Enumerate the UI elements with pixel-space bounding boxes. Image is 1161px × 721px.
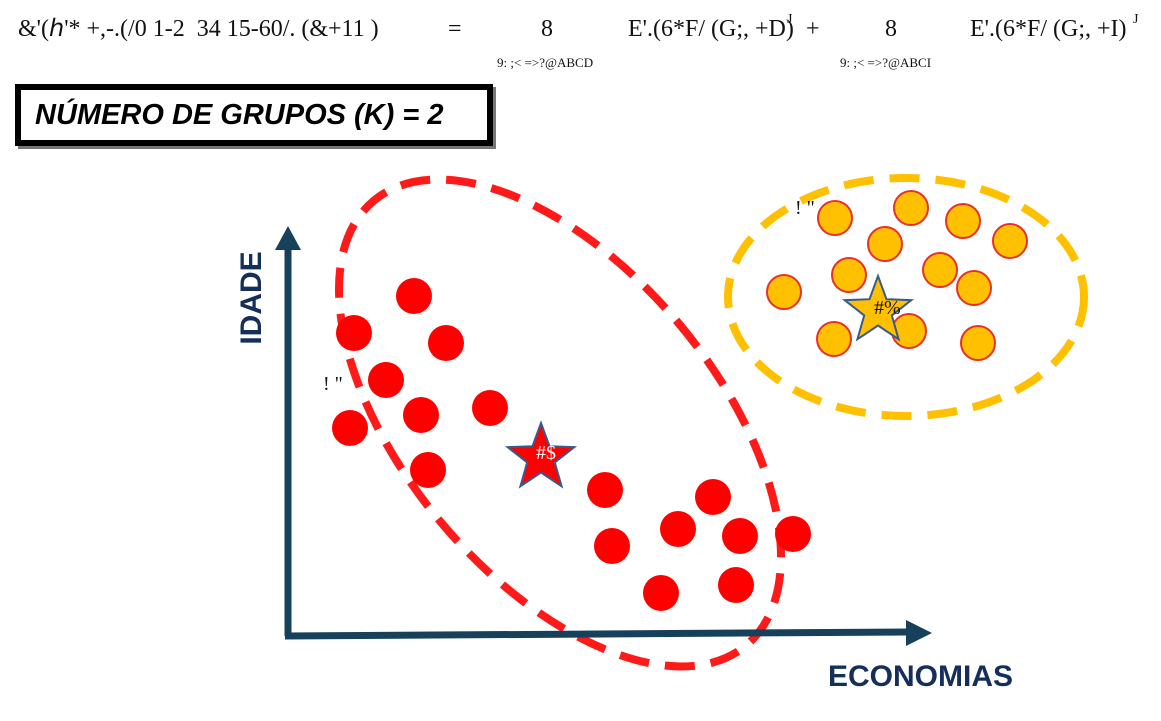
red-point: [695, 479, 731, 515]
yellow-point: [766, 274, 802, 310]
red-point: [336, 315, 372, 351]
yellow-data-points: [766, 190, 1028, 361]
formula-term-2: E'.(6*F/ (G;, +I): [970, 16, 1127, 42]
formula-subscript-1: 9: ;< =>?@ABCD: [497, 55, 594, 70]
formula-sup-2: J: [1133, 12, 1139, 27]
cluster-count-box: NÚMERO DE GRUPOS (K) = 2: [15, 84, 493, 146]
red-point: [332, 410, 368, 446]
red-cluster-boundary: [334, 175, 786, 671]
formula-sum-symbol-2: 8: [885, 16, 897, 42]
x-axis-line: [284, 628, 909, 640]
formula-sum-symbol-1: 8: [541, 16, 553, 42]
formula-sup-1: J: [787, 12, 793, 27]
cluster-count-title: NÚMERO DE GRUPOS (K) = 2: [35, 98, 444, 131]
yellow-point: [960, 325, 996, 361]
red-point: [410, 452, 446, 488]
red-point: [472, 390, 508, 426]
yellow-point: [831, 257, 867, 293]
yellow-point: [945, 203, 981, 239]
yellow-point: [956, 270, 992, 306]
yellow-cluster-boundary: [724, 174, 1088, 420]
red-point: [368, 362, 404, 398]
formula-equals: =: [448, 16, 462, 42]
red-point-label: ! ": [323, 373, 343, 395]
red-point: [587, 472, 623, 508]
red-point: [403, 397, 439, 433]
red-point: [594, 528, 630, 564]
red-point: [396, 278, 432, 314]
cost-formula-left: &'(ℎ'* +,-.(/0 1-2 34 15-60/. (&+11 ): [18, 16, 379, 42]
red-centroid-star: [504, 420, 578, 489]
red-point: [775, 516, 811, 552]
x-axis-label: ECONOMIAS: [828, 660, 1014, 693]
yellow-centroid-label: #%: [874, 297, 901, 319]
y-axis-label: IDADE: [235, 251, 268, 345]
yellow-point-label: ! ": [795, 197, 815, 219]
yellow-point: [816, 321, 852, 357]
yellow-point: [992, 223, 1028, 259]
formula-term-1: E'.(6*F/ (G;, +D): [628, 16, 794, 42]
yellow-point: [893, 190, 929, 226]
red-point: [718, 567, 754, 603]
y-axis-arrowhead: [275, 226, 301, 250]
red-data-points: [332, 278, 811, 611]
formula-plus: +: [806, 16, 820, 42]
yellow-point: [817, 200, 853, 236]
yellow-point: [922, 252, 958, 288]
red-point: [722, 518, 758, 554]
yellow-point: [867, 226, 903, 262]
red-point: [428, 325, 464, 361]
red-point: [660, 511, 696, 547]
red-centroid-label: #$: [536, 442, 556, 464]
red-point: [643, 575, 679, 611]
yellow-centroid-star: [841, 273, 915, 342]
formula-subscript-2: 9: ;< =>?@ABCI: [840, 55, 932, 70]
x-axis-arrowhead: [906, 620, 932, 646]
